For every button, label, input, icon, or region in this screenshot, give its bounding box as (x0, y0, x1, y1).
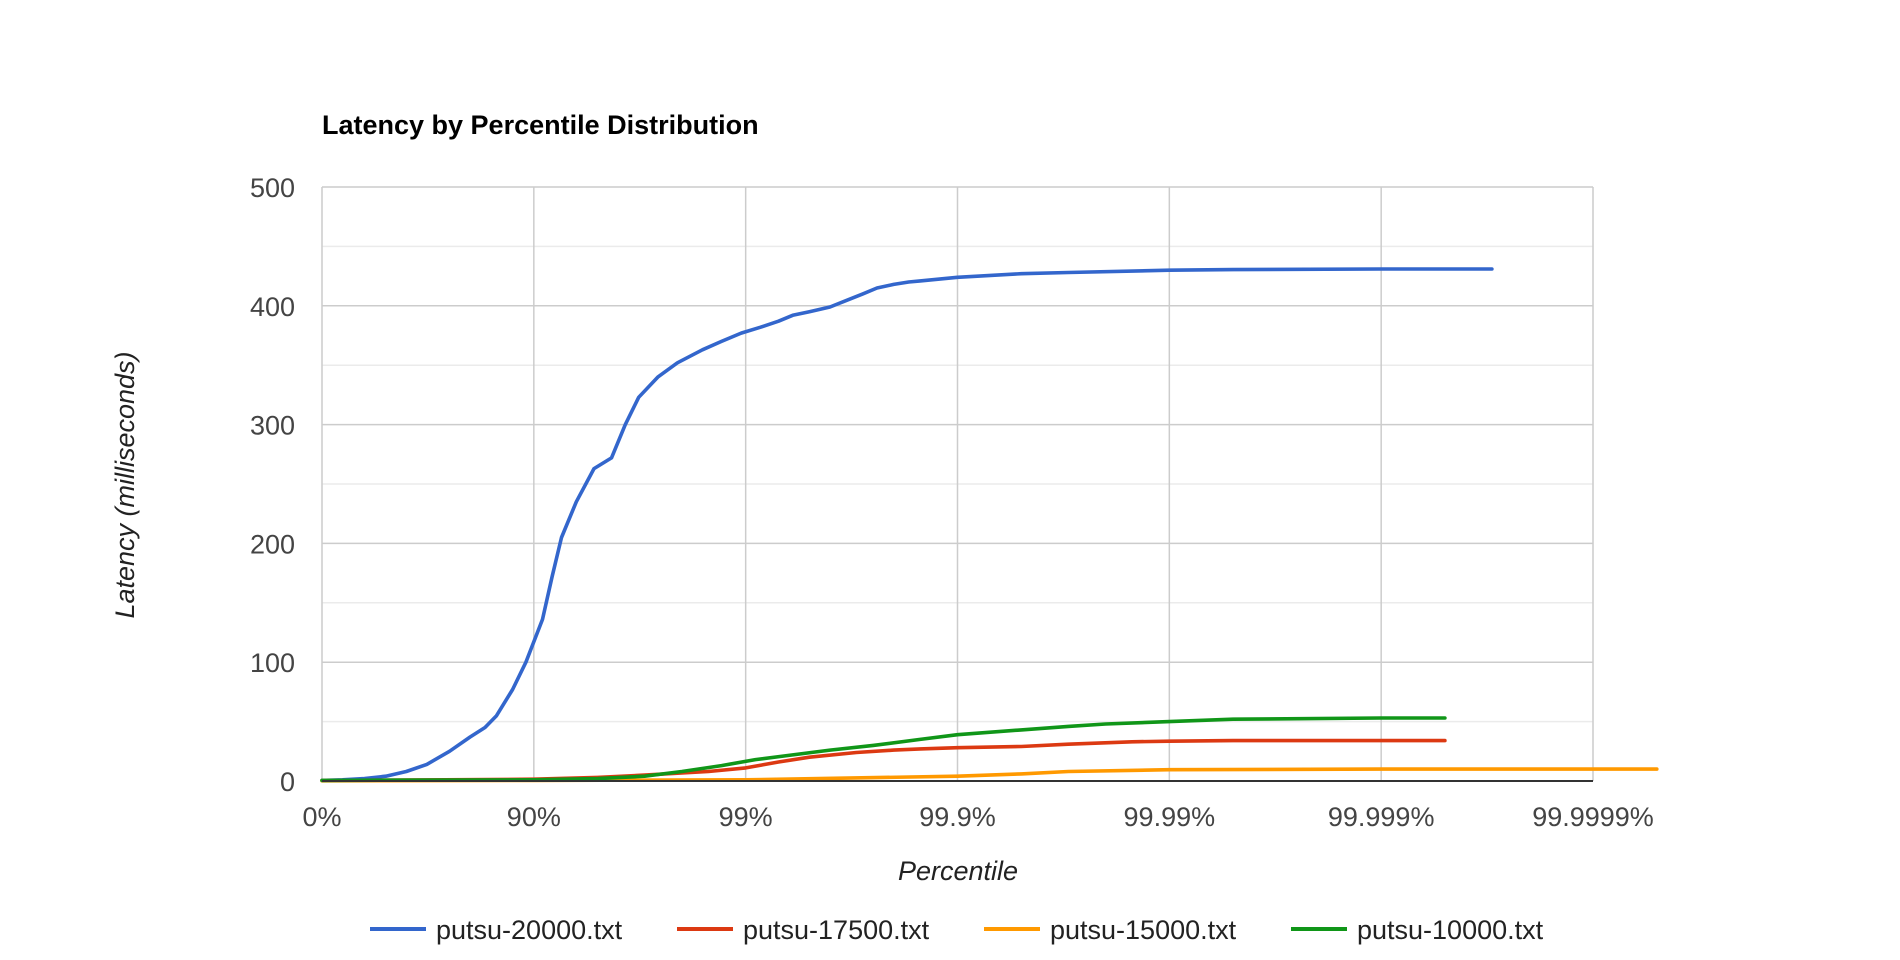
y-tick-label: 0 (280, 767, 295, 797)
y-tick-label: 500 (250, 173, 295, 203)
y-axis-label: Latency (milliseconds) (110, 351, 140, 618)
x-axis-label: Percentile (898, 856, 1018, 886)
chart-title: Latency by Percentile Distribution (322, 110, 759, 140)
x-tick-label: 99.999% (1328, 802, 1435, 832)
x-tick-label: 99.9% (919, 802, 996, 832)
legend-item: putsu-20000.txt (370, 915, 623, 945)
x-axis-ticks: 0% 90% 99% 99.9% 99.99% 99.999% 99.9999% (302, 802, 1653, 832)
legend-label: putsu-17500.txt (743, 915, 930, 945)
y-tick-label: 100 (250, 648, 295, 678)
x-tick-label: 99% (719, 802, 773, 832)
series-line-2 (320, 738, 1447, 783)
x-tick-label: 90% (507, 802, 561, 832)
legend-item: putsu-17500.txt (677, 915, 930, 945)
x-tick-label: 99.9999% (1532, 802, 1654, 832)
y-tick-label: 400 (250, 292, 295, 322)
plot-area (320, 267, 1659, 783)
y-tick-label: 200 (250, 529, 295, 559)
legend-item: putsu-15000.txt (984, 915, 1237, 945)
x-tick-label: 99.99% (1124, 802, 1216, 832)
x-tick-label: 0% (302, 802, 341, 832)
legend-label: putsu-20000.txt (436, 915, 623, 945)
series-line-1 (320, 267, 1494, 783)
grid (321, 186, 1594, 781)
legend-label: putsu-15000.txt (1050, 915, 1237, 945)
legend: putsu-20000.txt putsu-17500.txt putsu-1500… (370, 915, 1544, 945)
legend-item: putsu-10000.txt (1291, 915, 1544, 945)
series-line-4 (320, 716, 1447, 783)
legend-label: putsu-10000.txt (1357, 915, 1544, 945)
y-axis-ticks: 0 100 200 300 400 500 (250, 173, 295, 797)
y-tick-label: 300 (250, 411, 295, 441)
